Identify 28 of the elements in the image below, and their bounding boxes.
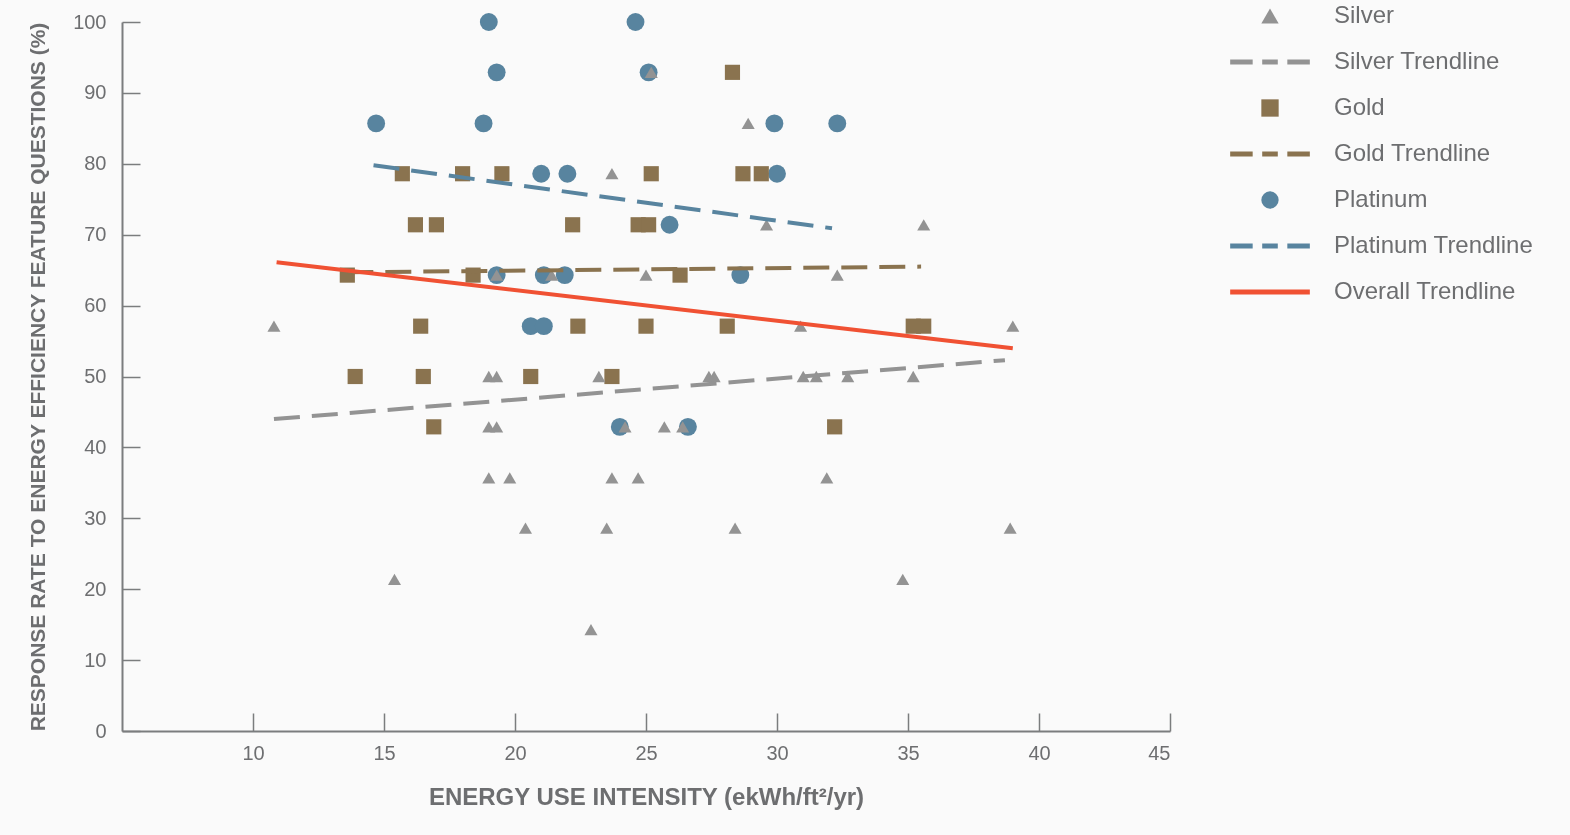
x-tick-label: 40: [1028, 741, 1051, 764]
y-tick-label: 40: [84, 435, 107, 458]
y-tick-label: 30: [84, 506, 107, 529]
y-tick-label: 70: [84, 223, 107, 246]
x-tick-label: 25: [635, 741, 658, 764]
x-tick-label: 35: [897, 741, 920, 764]
legend-label: Gold: [1334, 93, 1385, 120]
y-tick-label: 20: [84, 577, 107, 600]
y-tick-label: 90: [84, 81, 107, 104]
y-axis-title: RESPONSE RATE TO ENERGY EFFICIENCY FEATURE QUESTIONS (%): [26, 22, 50, 732]
legend-label: Gold Trendline: [1334, 139, 1491, 166]
y-tick-label: 60: [84, 294, 107, 317]
y-tick-label: 10: [84, 648, 107, 671]
x-tick-label: 20: [504, 741, 527, 764]
legend-label: Silver Trendline: [1334, 47, 1500, 74]
x-tick-label: 30: [766, 741, 789, 764]
x-tick-label: 15: [373, 741, 396, 764]
legend-label: Platinum: [1334, 185, 1428, 212]
legend-label: Overall Trendline: [1334, 277, 1516, 304]
x-tick-label: 45: [1148, 741, 1171, 764]
x-axis-title: ENERGY USE INTENSITY (ekWh/ft²/yr): [428, 782, 865, 810]
legend-label: Platinum Trendline: [1334, 231, 1533, 258]
x-tick-label: 10: [242, 741, 265, 764]
legend-label: Silver: [1334, 1, 1395, 28]
y-tick-label: 0: [95, 719, 107, 742]
y-tick-label: 50: [84, 365, 107, 387]
y-tick-label: 100: [73, 10, 107, 33]
y-tick-label: 80: [84, 152, 107, 175]
